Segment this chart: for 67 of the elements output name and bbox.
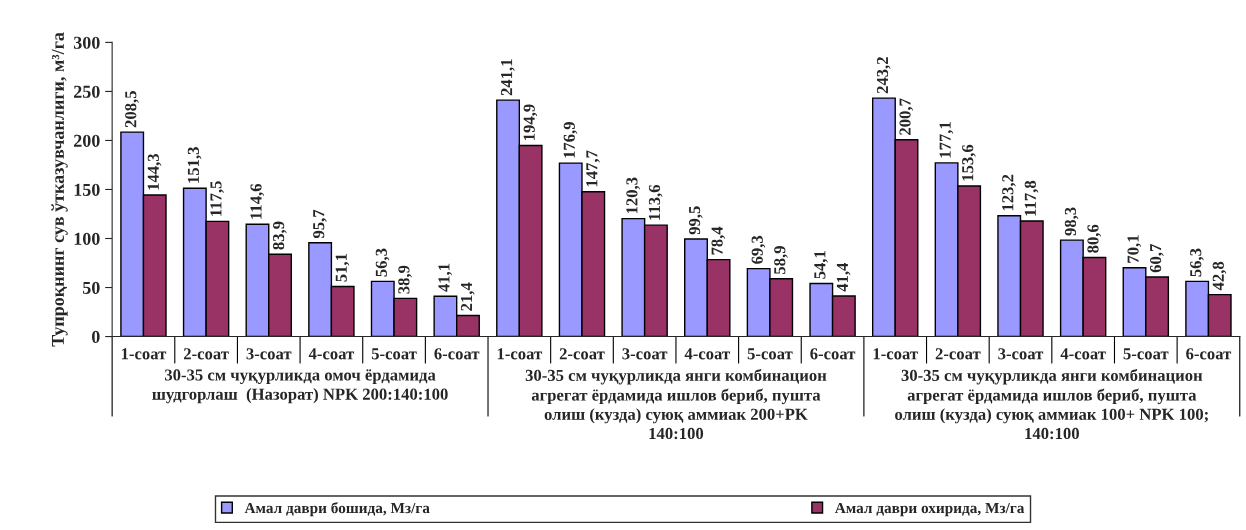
x-tick-label: 3-соат [998,348,1044,360]
data-label: 69,3 [751,235,766,264]
data-label: 241,1 [501,59,515,96]
text: 30-35 см чуқурликда омоч ёрдамида шудгорлаш (Назорат) NPK 200:140:100 [152,369,448,404]
y-tick-label: 150 [74,183,100,196]
data-label: 60,7 [1150,244,1164,273]
data-label: 41,1 [438,263,453,292]
data-label: 42,8 [1212,261,1227,291]
data-label: 114,6 [250,183,265,219]
y-tick-label: 300 [73,36,100,49]
text: 30-35 см чуқурликда янги комбинацион агрегат ёрдамида ишлов бериб, пушта олиш (кузда) суюқ аммиак 200+PK 140:100 [525,368,827,440]
data-label: 58,9 [774,246,788,274]
data-label: 177,1 [939,122,954,158]
x-tick-label: 4-соат [1060,348,1106,360]
data-label: 56,3 [375,248,390,277]
y-tick-label: 100 [74,232,100,245]
legend-label: Амал даври охирида, Мз/га [834,502,1025,517]
data-label: 78,4 [711,226,726,255]
x-tick-label: 1-соат [497,348,542,360]
data-label: 144,3 [147,153,162,190]
x-tick-label: 5-соат [747,348,793,360]
data-label: 54,1 [814,251,828,279]
data-label: 153,6 [962,144,976,181]
data-label: 147,7 [586,150,600,187]
data-label: 70,1 [1127,235,1142,263]
data-label: 200,7 [899,98,914,135]
y-tick-label: 0 [92,330,100,343]
x-tick-label: 3-соат [622,348,668,360]
y-tick-label: 200 [74,134,100,147]
x-tick-label: 2-соат [559,348,605,360]
data-label: 176,9 [563,122,578,158]
data-label: 120,3 [626,177,640,214]
data-label: 117,5 [210,181,224,216]
data-label: 21,4 [460,282,475,311]
data-label: 208,5 [125,91,139,128]
x-tick-label: 6-соат [1186,348,1232,360]
x-tick-label: 1-соат [121,348,167,360]
data-label: 99,5 [688,206,703,235]
data-label: 243,2 [876,57,891,94]
data-label: 56,3 [1190,248,1204,277]
data-label: 117,8 [1024,180,1039,216]
data-label: 80,6 [1087,224,1102,253]
x-tick-label: 3-соат [246,348,292,360]
x-tick-label: 6-соат [810,348,856,360]
data-label: 95,7 [313,209,327,239]
x-tick-label: 1-соат [873,348,918,360]
x-tick-label: 6-соат [434,348,480,360]
data-label: 38,9 [398,265,412,294]
x-tick-label: 5-соат [371,348,417,360]
y-tick-label: 50 [83,281,100,294]
data-label: 113,6 [648,184,663,220]
x-tick-label: 4-соат [684,348,730,360]
y-tick-label: 250 [74,85,100,98]
x-tick-label: 5-соат [1123,348,1169,360]
x-tick-label: 4-соат [308,348,355,360]
y-axis-title: Тупроқнинг сув ўтказувчанлиги, м³/га [51,32,68,347]
data-label: 83,9 [272,221,287,250]
legend-label: Амал даври бошида, Мз/га [244,502,430,517]
data-label: 51,1 [335,253,350,282]
data-label: 151,3 [187,147,202,183]
text: 30-35 см чуқурликда янги комбинацион агрегат ёрдамида ишлов бериб, пушта олиш (кузда) суюқ аммиак 100+ NPK 100; 140:100 [895,368,1208,440]
data-label: 98,3 [1064,207,1079,236]
data-label: 194,9 [523,104,538,140]
x-tick-label: 2-соат [183,348,229,360]
x-tick-label: 2-соат [935,348,981,360]
data-label: 123,2 [1002,174,1016,211]
data-label: 41,4 [836,262,851,292]
